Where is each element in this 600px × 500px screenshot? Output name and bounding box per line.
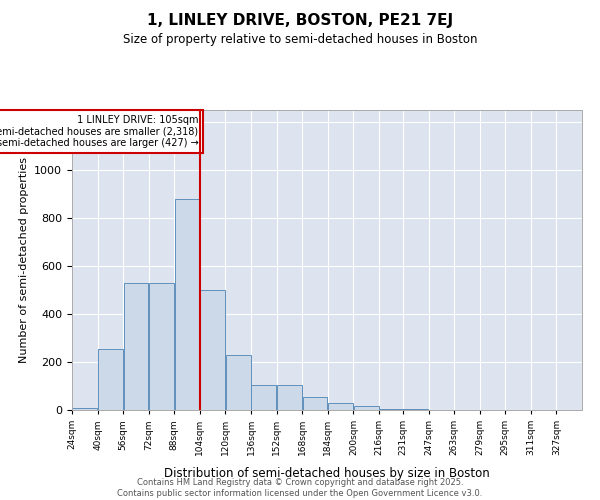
Text: 1 LINLEY DRIVE: 105sqm
← 84% of semi-detached houses are smaller (2,318)
 16% of: 1 LINLEY DRIVE: 105sqm ← 84% of semi-det… (0, 115, 199, 148)
Bar (328, 403, 353, 410)
Bar (302, 397, 328, 410)
Bar (149, 283, 174, 410)
Bar (98, 349, 123, 410)
Bar (226, 355, 251, 410)
Bar (124, 283, 148, 410)
Y-axis label: Number of semi-detached properties: Number of semi-detached properties (19, 157, 29, 363)
Bar (200, 290, 225, 410)
Bar (277, 385, 302, 410)
X-axis label: Distribution of semi-detached houses by size in Boston: Distribution of semi-detached houses by … (164, 466, 490, 479)
Bar (379, 409, 404, 410)
Text: Contains HM Land Registry data © Crown copyright and database right 2025.
Contai: Contains HM Land Registry data © Crown c… (118, 478, 482, 498)
Bar (251, 385, 276, 410)
Text: 1, LINLEY DRIVE, BOSTON, PE21 7EJ: 1, LINLEY DRIVE, BOSTON, PE21 7EJ (147, 12, 453, 28)
Text: Size of property relative to semi-detached houses in Boston: Size of property relative to semi-detach… (123, 32, 477, 46)
Bar (73, 408, 97, 410)
Bar (175, 199, 199, 410)
Bar (354, 406, 379, 410)
